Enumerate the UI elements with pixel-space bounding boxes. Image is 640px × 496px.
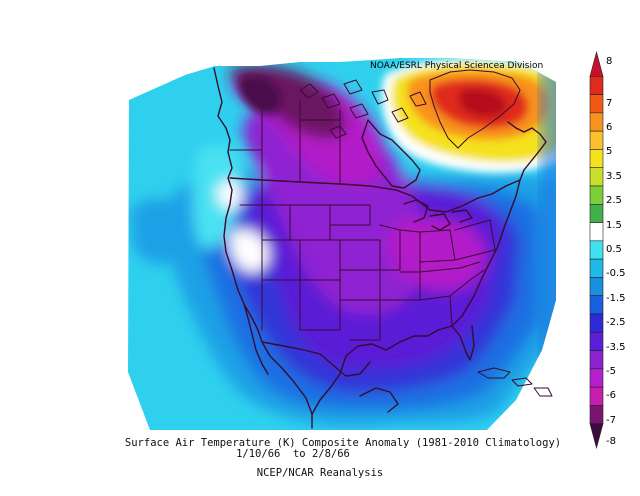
colorbar-swatch [589,112,604,132]
colorbar-swatch [589,203,604,223]
colorbar-swatch [589,313,604,333]
canada-provinces [229,99,341,185]
colorbar-label: -8 [606,436,616,447]
colorbar-label: 3.5 [606,170,622,182]
colorbar-swatch [589,386,604,406]
field-east-margin [540,58,556,430]
credit-text: NOAA/ESRL Physical Sciencea Division [370,61,544,71]
colorbar-swatch [589,423,604,450]
colorbar-swatch [589,350,604,370]
colorbar-swatch [589,277,604,297]
field-dark-red [458,88,507,118]
colorbar-label: 0.5 [606,244,622,255]
colorbar-swatch [589,258,604,278]
colorbar-swatch [589,405,604,425]
greenland-outline [429,69,521,149]
colorbar-swatch [589,331,604,351]
colorbar-swatch [589,167,604,187]
colorbar-swatch [589,222,604,242]
caption-title: Surface Air Temperature (K) Composite An… [124,437,562,449]
colorbar-label: 7 [606,97,613,109]
field-white-bc [217,180,243,210]
coastline-northeast [507,121,547,171]
coastline-west [213,67,313,429]
field-cyan-west [193,145,242,249]
colorbar-label: 1.5 [606,219,622,231]
anomaly-field [128,58,556,430]
coastline-mexico-gulf [311,169,525,415]
colorbar-label: -0.5 [606,268,626,280]
colorbar-label: -5 [606,365,616,377]
colorbar-swatch [589,130,604,150]
colorbar-swatches [589,50,604,450]
caption-source: NCEP/NCAR Reanalysis [256,467,384,479]
field-blue-alaska [130,198,191,265]
coastline-yucatan [359,387,399,413]
colorbar-label: 6 [606,122,613,134]
field-white-west [230,229,269,273]
arctic-islands [299,79,427,139]
colorbar-label: 5 [606,146,613,158]
boundaries [213,67,553,429]
colorbar [589,50,604,450]
colorbar-swatch [589,75,604,95]
colorbar-label: 8 [606,56,613,67]
colorbar-label: -2.5 [606,317,626,329]
colorbar-swatch [589,185,604,205]
us-mexico-border [261,341,371,377]
field-magenta-east [387,217,486,292]
colorbar-swatch [589,50,604,77]
colorbar-label: -6 [606,390,616,402]
caribbean-islands [477,367,553,397]
colorbar-swatch [589,368,604,388]
coastline-baja [243,303,269,375]
field-dark-plum-yukon [239,75,281,115]
colorbar-label: 2.5 [606,195,622,207]
great-lakes [403,199,473,231]
colorbar-swatch [589,94,604,114]
caption-dates: 1/10/66 to 2/8/66 [236,448,350,460]
colorbar-swatch [589,295,604,315]
hudson-bay [361,119,421,189]
colorbar-label: -7 [606,414,616,426]
colorbar-swatch [589,149,604,169]
state-lines [239,179,496,341]
colorbar-swatch [589,240,604,260]
coastline-florida [451,325,475,361]
colorbar-label: -1.5 [606,292,626,304]
colorbar-label: -3.5 [606,341,626,353]
